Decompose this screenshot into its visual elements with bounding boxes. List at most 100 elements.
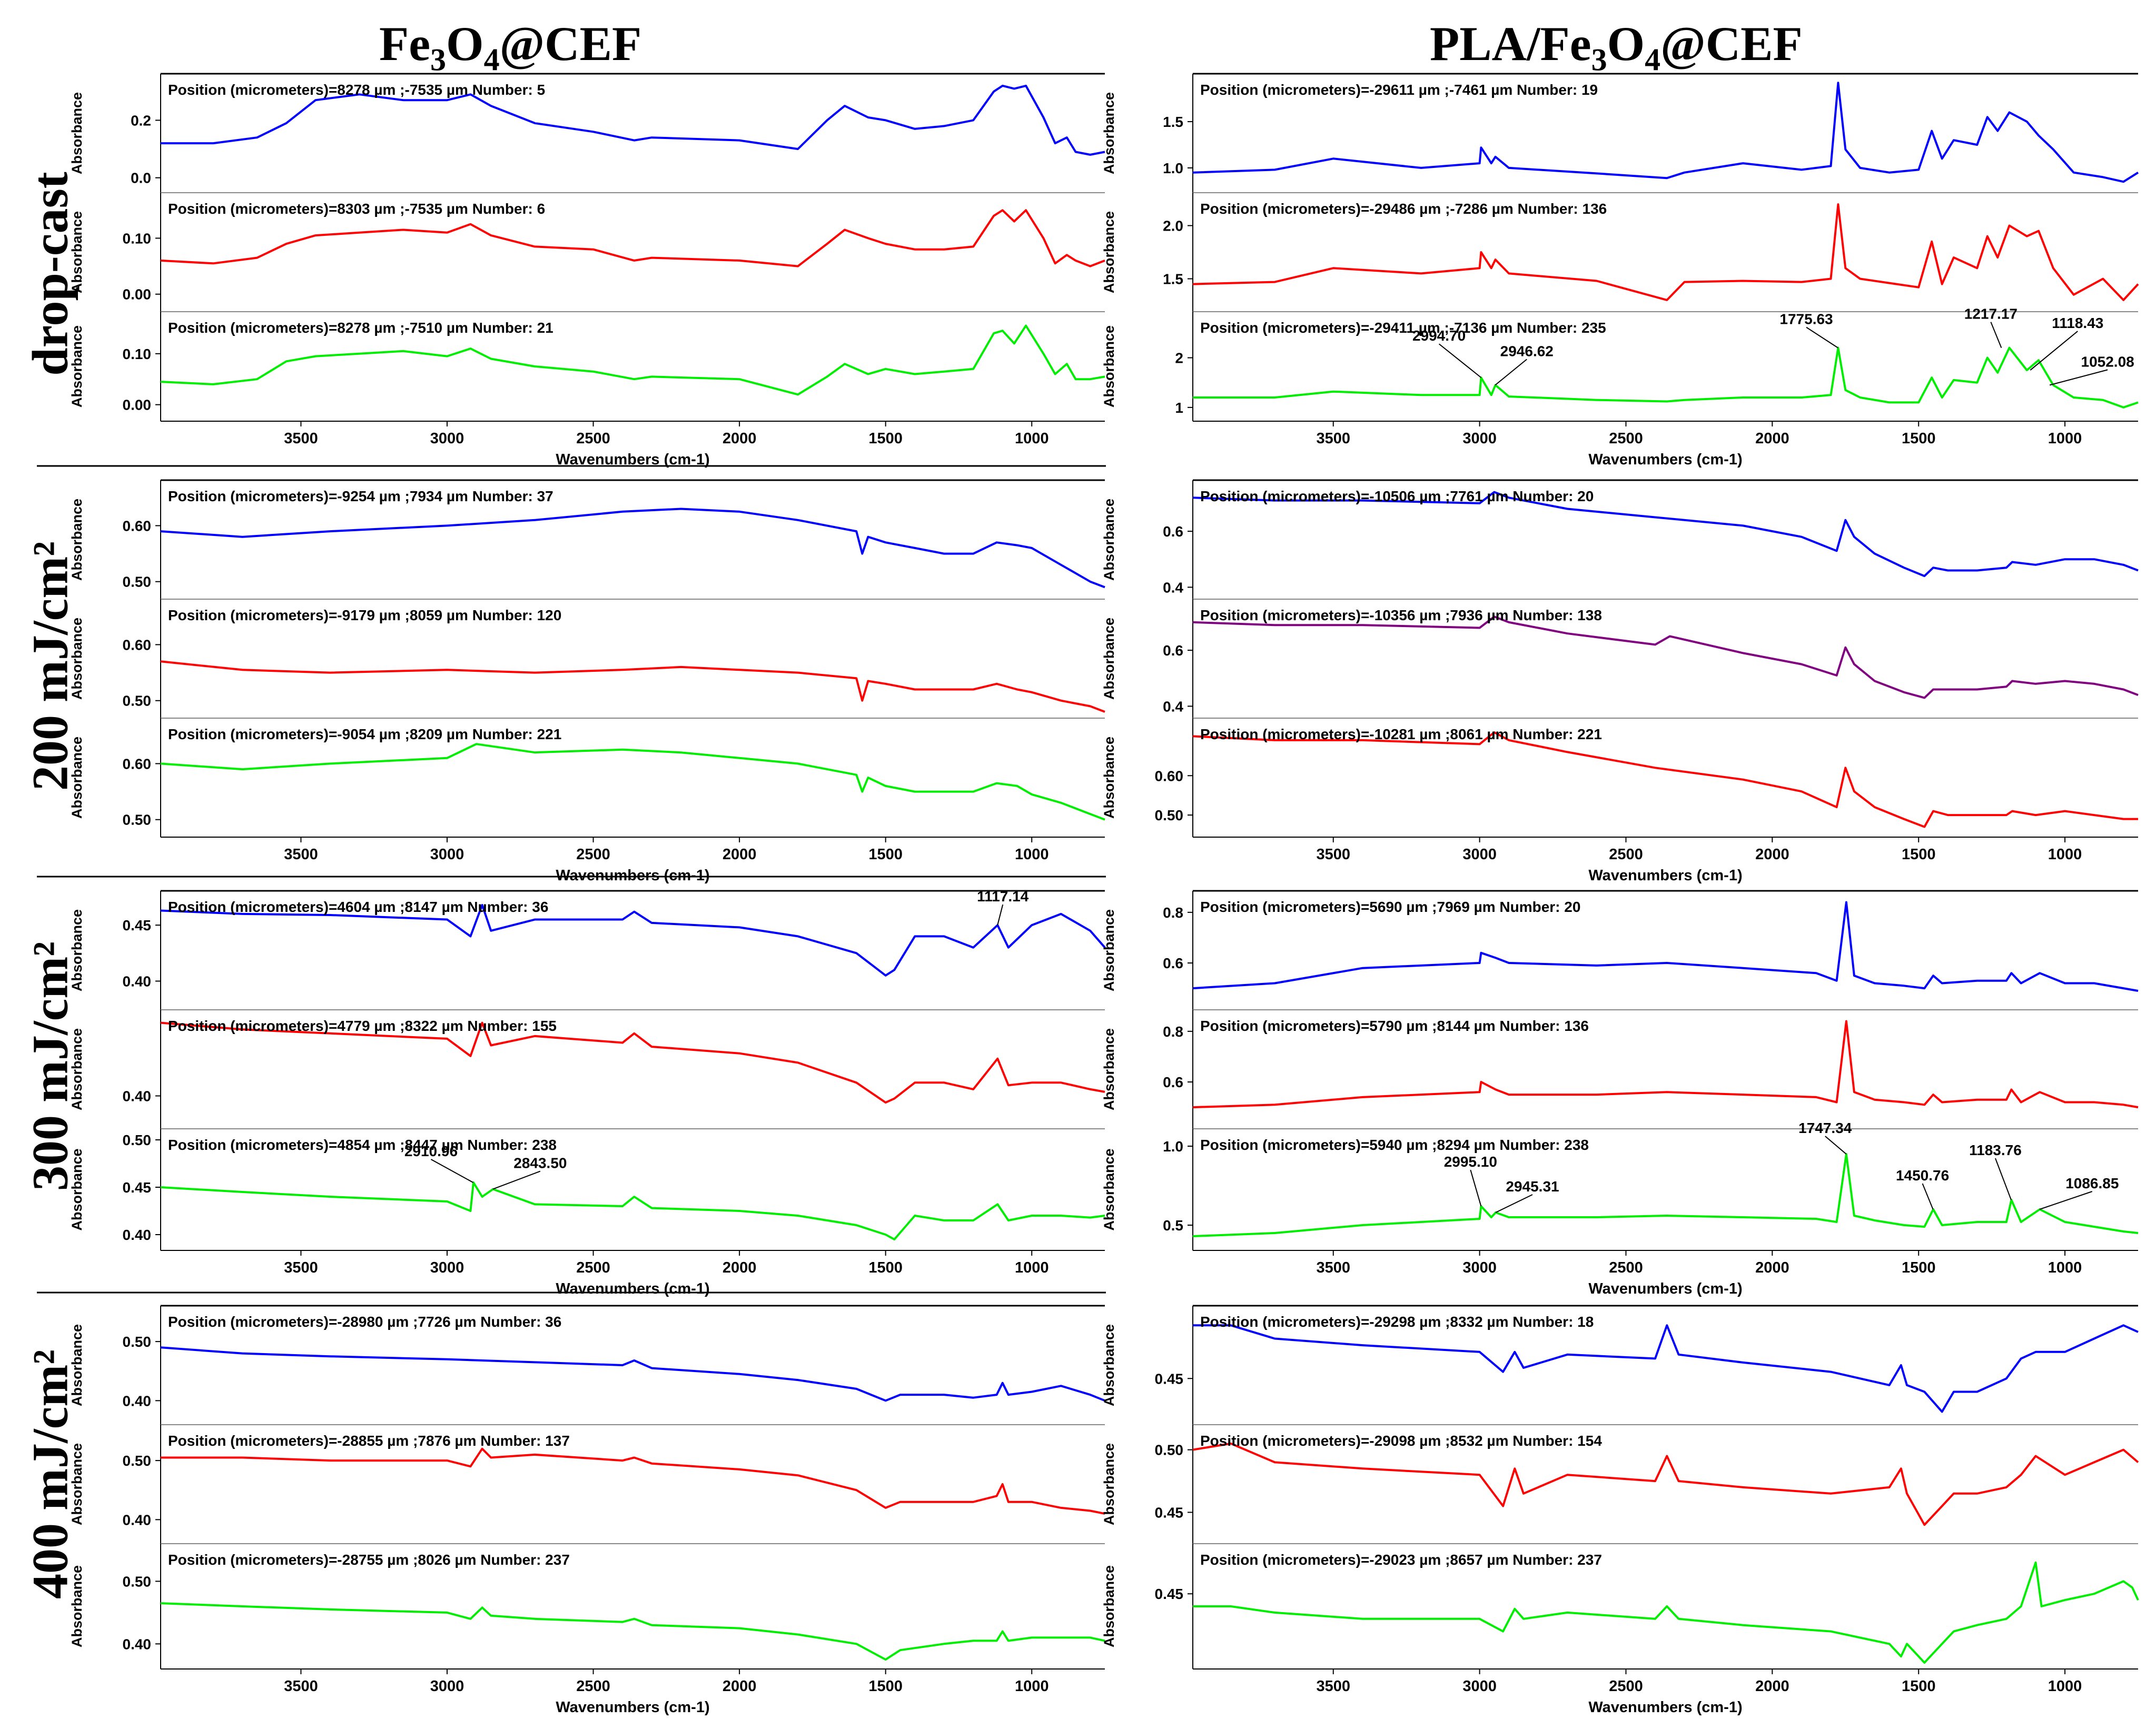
peak-leader-line bbox=[2030, 331, 2078, 371]
spectra-group: Absorbance 1.5 1.0 Position (micrometers)=-… bbox=[1101, 73, 2139, 468]
panel-position-label: Position (micrometers)=-10506 µm ;7761 µ… bbox=[1200, 488, 1594, 504]
y-tick-label: 1 bbox=[1175, 400, 1183, 416]
x-tick-label: 3000 bbox=[430, 1678, 464, 1695]
y-axis-label: Absorbance bbox=[1101, 325, 1117, 408]
spectrum-line-green bbox=[1193, 1561, 2139, 1664]
spectrum-line-red bbox=[160, 1021, 1105, 1104]
y-axis-label: Absorbance bbox=[1101, 909, 1117, 991]
spectrum-line-red bbox=[1192, 1442, 2139, 1526]
panel-position-label: Position (micrometers)=-29098 µm ;8532 µ… bbox=[1200, 1433, 1602, 1449]
x-tick-label: 1500 bbox=[1902, 846, 1936, 863]
x-tick-label: 3500 bbox=[1316, 1259, 1350, 1276]
y-axis-label: Absorbance bbox=[69, 1028, 85, 1110]
x-tick-label: 1500 bbox=[868, 1259, 903, 1276]
peak-label: 2995.10 bbox=[1444, 1154, 1497, 1170]
peak-label: 1117.14 bbox=[977, 888, 1029, 905]
panel-position-label: Position (micrometers)=-29486 µm ;-7286 … bbox=[1200, 201, 1607, 217]
x-tick-label: 1000 bbox=[1015, 430, 1049, 447]
y-tick-label: 0.8 bbox=[1163, 1024, 1183, 1040]
spectrum-line-red bbox=[1192, 203, 2139, 301]
x-axis-label: Wavenumbers (cm-1) bbox=[556, 1280, 709, 1297]
column-title-part: PLA/Fe bbox=[1430, 17, 1591, 71]
y-axis-label: Absorbance bbox=[69, 211, 85, 293]
x-tick-label: 2000 bbox=[723, 430, 757, 447]
panel-position-label: Position (micrometers)=8278 µm ;-7535 µm… bbox=[168, 82, 545, 98]
panel-position-label: Position (micrometers)=-29023 µm ;8657 µ… bbox=[1200, 1552, 1602, 1568]
panel-position-label: Position (micrometers)=5790 µm ;8144 µm … bbox=[1200, 1018, 1589, 1034]
peak-label: 1052.08 bbox=[2081, 353, 2134, 370]
spectrum-line-red bbox=[1192, 1020, 2139, 1109]
spectrum-line-blue bbox=[160, 508, 1105, 589]
x-tick-label: 3500 bbox=[284, 1259, 318, 1276]
peak-leader-line bbox=[1995, 1158, 2012, 1200]
y-axis-label: Absorbance bbox=[69, 737, 85, 819]
x-tick-label: 3000 bbox=[430, 1259, 464, 1276]
spectrum-line-red bbox=[160, 660, 1105, 713]
y-tick-label: 0.60 bbox=[123, 518, 152, 534]
x-tick-label: 2500 bbox=[576, 1678, 610, 1695]
panel-position-label: Position (micrometers)=5940 µm ;8294 µm … bbox=[1200, 1137, 1589, 1153]
panel-position-label: Position (micrometers)=-29298 µm ;8332 µ… bbox=[1200, 1314, 1594, 1330]
spectra-group: Absorbance 0.60 0.50 Position (micrometers)… bbox=[69, 479, 1105, 884]
peak-label: 2945.31 bbox=[1506, 1178, 1559, 1195]
peak-leader-line bbox=[430, 1159, 473, 1183]
y-axis-label: Absorbance bbox=[1101, 737, 1117, 819]
x-tick-label: 1500 bbox=[1902, 1678, 1936, 1695]
y-tick-label: 0.6 bbox=[1163, 955, 1183, 971]
peak-leader-line bbox=[997, 904, 1004, 926]
spectrum-line-red bbox=[160, 209, 1105, 267]
x-tick-label: 3000 bbox=[430, 430, 464, 447]
x-tick-label: 3500 bbox=[284, 1678, 318, 1695]
x-tick-label: 3500 bbox=[1316, 846, 1350, 863]
spectrum-line-red bbox=[161, 1447, 1105, 1515]
y-axis-label: Absorbance bbox=[1101, 618, 1117, 700]
peak-leader-line bbox=[1470, 1169, 1482, 1207]
x-tick-label: 3000 bbox=[1462, 846, 1497, 863]
peak-leader-line bbox=[2039, 1191, 2093, 1210]
y-axis-label: Absorbance bbox=[1101, 1324, 1117, 1406]
y-tick-label: 0.50 bbox=[123, 1132, 152, 1148]
y-tick-label: 0.50 bbox=[123, 812, 152, 828]
panel-position-label: Position (micrometers)=8278 µm ;-7510 µm… bbox=[168, 320, 553, 336]
y-axis-label: Absorbance bbox=[1101, 211, 1117, 293]
y-axis-label: Absorbance bbox=[69, 1443, 85, 1525]
y-axis-label: Absorbance bbox=[69, 92, 85, 174]
spectrum-line-blue bbox=[160, 903, 1106, 977]
spectrum-line-red bbox=[1192, 731, 2138, 828]
peak-label: 1775.63 bbox=[1779, 311, 1833, 327]
peak-label: 1183.76 bbox=[1969, 1142, 2022, 1158]
spectra-group: Absorbance 0.2 0.0 Position (micrometers)=8… bbox=[69, 73, 1105, 468]
x-tick-label: 3000 bbox=[1462, 1259, 1497, 1276]
spectra-group: Absorbance 0.8 0.6 Position (micrometers)=5… bbox=[1101, 890, 2139, 1297]
x-tick-label: 2500 bbox=[576, 430, 610, 447]
peak-leader-line bbox=[1806, 326, 1838, 349]
y-tick-label: 2.0 bbox=[1163, 218, 1183, 234]
y-tick-label: 0.50 bbox=[123, 574, 152, 590]
peak-leader-line bbox=[1922, 1183, 1934, 1210]
x-tick-label: 1000 bbox=[1015, 846, 1049, 863]
y-tick-label: 0.60 bbox=[123, 756, 152, 772]
x-tick-label: 1000 bbox=[2048, 846, 2082, 863]
y-tick-label: 0.4 bbox=[1163, 579, 1183, 595]
y-tick-label: 1.0 bbox=[1163, 1138, 1183, 1155]
y-tick-label: 2 bbox=[1175, 350, 1183, 366]
spectra-group: Absorbance 0.45 0.40 Position (micrometers)… bbox=[69, 888, 1106, 1297]
spectrum-line-green bbox=[1192, 1153, 2139, 1237]
panel-position-label: Position (micrometers)=-10356 µm ;7936 µ… bbox=[1200, 607, 1602, 623]
y-tick-label: 0.45 bbox=[1155, 1586, 1184, 1602]
spectrum-line-green bbox=[160, 324, 1105, 396]
column-title-fe3o4-cef: Fe3O4@CEF bbox=[379, 16, 641, 78]
x-tick-label: 3500 bbox=[1316, 430, 1350, 447]
y-tick-label: 0.00 bbox=[123, 286, 152, 303]
y-axis-label: Absorbance bbox=[69, 1324, 85, 1406]
peak-label: 1217.17 bbox=[1964, 306, 2017, 322]
x-tick-label: 1500 bbox=[868, 846, 903, 863]
spectrum-line-blue bbox=[1193, 1324, 2139, 1413]
panel-position-label: Position (micrometers)=4854 µm ;8447 µm … bbox=[168, 1137, 557, 1153]
column-title-pla-fe3o4-cef: PLA/Fe3O4@CEF bbox=[1430, 16, 1803, 78]
peak-label: 2994.70 bbox=[1412, 327, 1466, 344]
y-tick-label: 0.6 bbox=[1163, 1074, 1183, 1090]
x-tick-label: 2000 bbox=[1755, 430, 1789, 447]
y-tick-label: 0.6 bbox=[1163, 523, 1183, 540]
